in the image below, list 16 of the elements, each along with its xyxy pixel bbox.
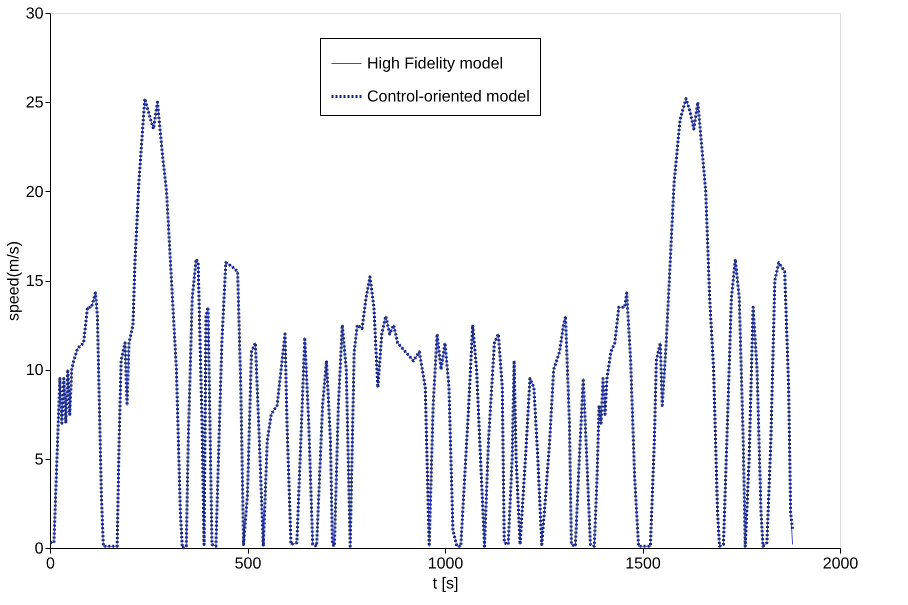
y-tick-label: 0 bbox=[34, 540, 44, 558]
x-tick-label: 1000 bbox=[428, 556, 464, 572]
y-tick-label: 30 bbox=[26, 6, 44, 22]
y-axis-title: speed(m/s) bbox=[6, 240, 23, 322]
y-tick-label: 10 bbox=[26, 362, 44, 380]
y-tick-label: 5 bbox=[34, 451, 44, 468]
legend-label: Control-oriented model bbox=[367, 88, 530, 106]
x-tick-label: 0 bbox=[46, 556, 56, 572]
y-tick-label: 25 bbox=[26, 94, 44, 112]
x-tick-label: 1500 bbox=[625, 556, 661, 572]
y-tick-label: 20 bbox=[26, 184, 44, 201]
x-axis-title: t [s] bbox=[432, 576, 458, 592]
x-tick-label: 500 bbox=[234, 556, 262, 572]
x-tick-label: 2000 bbox=[822, 556, 858, 572]
legend-label: High Fidelity model bbox=[367, 56, 504, 72]
y-tick-label: 15 bbox=[26, 273, 44, 290]
